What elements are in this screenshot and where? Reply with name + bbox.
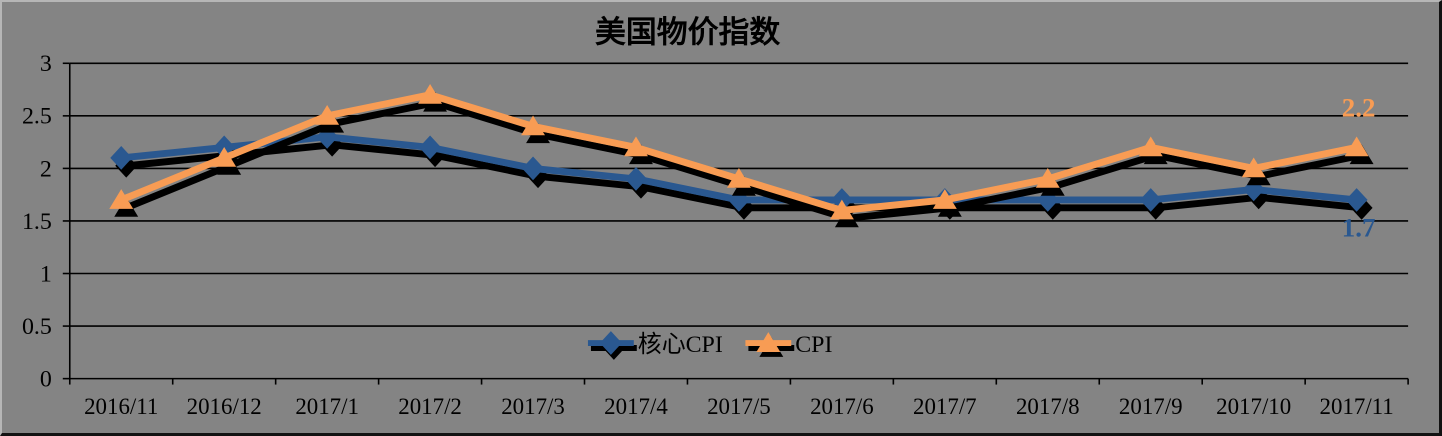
- triangle-marker: [1035, 168, 1060, 188]
- triangle-marker: [521, 115, 545, 136]
- y-tick-label: 2.5: [22, 104, 52, 130]
- label-layer: 3 2.5 2 1.5 1 0.5 0 2016/11 2016/12 2017/1 2017/2 2…: [22, 51, 1394, 419]
- grid-layer: [62, 62, 1409, 385]
- x-tick-label: 2017/6: [810, 394, 874, 419]
- diamond-marker: [419, 135, 442, 160]
- triangle-marker: [1344, 136, 1369, 157]
- x-tick-label: 2016/12: [187, 394, 262, 419]
- y-tick-label: 1: [40, 262, 52, 288]
- x-tick-label: 2017/7: [913, 394, 977, 419]
- x-tick-label: 2017/11: [1320, 394, 1394, 419]
- legend-label: 核心CPI: [638, 331, 723, 358]
- x-tick-label: 2017/10: [1216, 394, 1291, 419]
- triangle-marker: [418, 83, 443, 104]
- diamond-marker: [522, 156, 544, 181]
- triangle-marker: [932, 189, 957, 209]
- triangle-marker: [212, 147, 237, 167]
- y-tick-label: 3: [40, 51, 52, 77]
- y-tick-label: 2: [40, 156, 52, 182]
- x-tick-label: 2016/11: [84, 394, 158, 419]
- legend: 核心CPI CPI: [587, 331, 833, 360]
- y-tick-label: 1.5: [22, 209, 52, 235]
- legend-item-cpi: CPI: [745, 332, 833, 358]
- legend-label: CPI: [795, 332, 832, 358]
- x-tick-label: 2017/3: [501, 394, 565, 419]
- diamond-marker: [110, 146, 133, 170]
- y-tick-label: 0: [40, 367, 52, 393]
- triangle-marker: [1138, 136, 1163, 157]
- x-tick-label: 2017/8: [1016, 394, 1080, 419]
- diamond-marker: [1345, 188, 1368, 212]
- x-tick-label: 2017/4: [604, 394, 668, 419]
- triangle-marker: [624, 136, 648, 157]
- x-tick-label: 2017/9: [1119, 394, 1183, 419]
- triangle-marker: [1241, 157, 1266, 178]
- triangle-marker: [726, 168, 751, 188]
- data-label-cpi: 2.2: [1342, 93, 1376, 123]
- x-tick-label: 2017/1: [295, 394, 359, 419]
- triangle-marker: [315, 104, 340, 125]
- legend-item-core-cpi: 核心CPI: [587, 331, 723, 360]
- diamond-marker: [625, 167, 647, 191]
- triangle-marker: [109, 189, 134, 209]
- triangle-marker: [829, 199, 854, 220]
- data-label-core-cpi: 1.7: [1342, 213, 1376, 243]
- legend-marker: [756, 332, 781, 352]
- x-tick-label: 2017/2: [398, 394, 462, 419]
- series-cpi: [109, 83, 1369, 220]
- x-tick-label: 2017/5: [707, 394, 771, 419]
- y-tick-label: 0.5: [22, 314, 52, 340]
- diamond-marker: [1139, 188, 1162, 212]
- series-layer: [109, 83, 1374, 228]
- chart-title: 美国物价指数: [595, 15, 780, 50]
